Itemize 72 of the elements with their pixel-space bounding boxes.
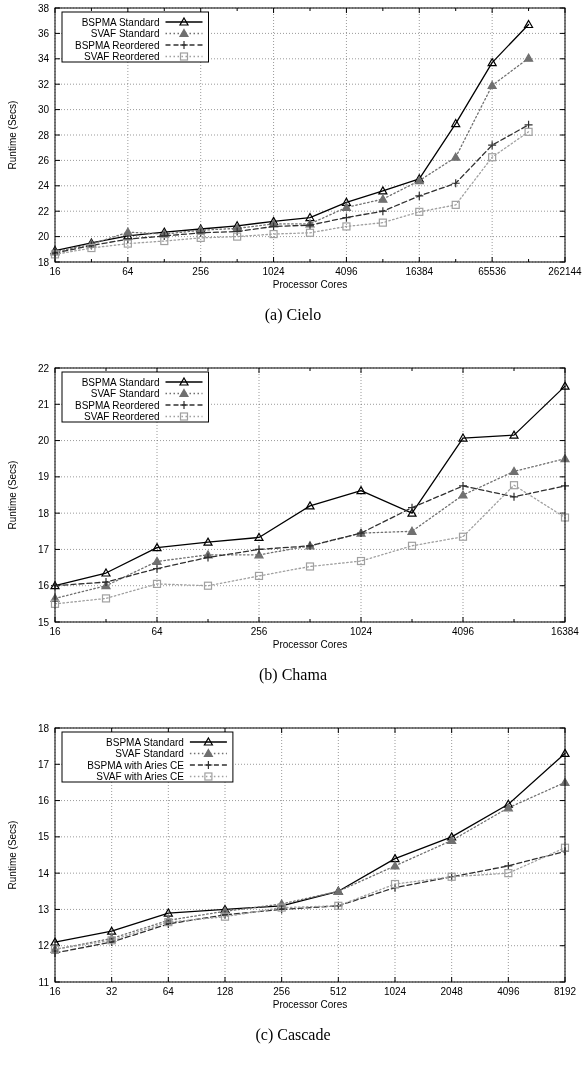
x-tick-label: 64 [162, 986, 175, 997]
y-axis-title: Runtime (Secs) [7, 460, 18, 530]
y-tick-label: 21 [37, 398, 50, 410]
x-tick-label: 16 [49, 626, 61, 637]
legend-label: BSPMA Reordered [75, 399, 160, 411]
x-tick-label: 2048 [440, 986, 464, 997]
x-tick-label: 16384 [405, 266, 434, 277]
legend-label: SVAF Standard [90, 28, 160, 39]
x-tick-label: 512 [329, 986, 348, 997]
y-tick-label: 14 [37, 867, 50, 879]
y-tick-label: 16 [37, 580, 50, 592]
x-tick-label: 128 [216, 986, 234, 997]
x-tick-label: 65536 [478, 266, 507, 277]
y-tick-label: 32 [37, 78, 50, 90]
legend-label: SVAF Reordered [84, 411, 160, 422]
y-tick-label: 16 [37, 795, 50, 807]
y-tick-label: 18 [37, 256, 50, 268]
y-axis-title: Runtime (Secs) [7, 820, 18, 890]
x-tick-label: 1024 [262, 266, 286, 277]
x-tick-label: 256 [192, 266, 210, 277]
x-tick-label: 4096 [451, 626, 475, 637]
y-tick-label: 36 [37, 27, 50, 39]
legend-label: SVAF Reordered [84, 51, 160, 62]
x-tick-label: 256 [273, 986, 291, 997]
y-tick-label: 20 [37, 435, 50, 447]
y-tick-label: 17 [37, 758, 50, 770]
legend-label: BSPMA Reordered [75, 39, 160, 51]
legend-label: BSPMA Standard [81, 376, 160, 388]
x-axis-title: Processor Cores [272, 999, 348, 1010]
x-tick-label: 16384 [551, 626, 580, 637]
y-tick-label: 26 [37, 154, 50, 166]
y-tick-label: 22 [37, 205, 50, 217]
legend-label: BSPMA Standard [81, 16, 160, 28]
y-axis-title: Runtime (Secs) [7, 100, 18, 170]
x-tick-label: 64 [122, 266, 134, 277]
y-tick-label: 12 [37, 940, 50, 952]
legend-label: SVAF Standard [115, 748, 184, 759]
x-tick-label: 262144 [548, 266, 583, 277]
x-tick-label: 4096 [335, 266, 358, 277]
x-tick-label: 4096 [497, 986, 520, 997]
y-tick-label: 22 [37, 362, 50, 374]
x-axis-title: Processor Cores [272, 639, 348, 650]
y-tick-label: 18 [37, 507, 50, 519]
x-tick-label: 16 [49, 266, 61, 277]
y-tick-label: 28 [37, 129, 50, 141]
x-tick-label: 256 [250, 626, 268, 637]
text: (b) Chama [259, 666, 327, 684]
x-tick-label: 1024 [349, 626, 373, 637]
y-tick-label: 11 [38, 976, 50, 988]
x-tick-label: 8192 [553, 986, 577, 997]
y-tick-label: 19 [37, 471, 50, 483]
y-tick-label: 38 [37, 2, 50, 14]
x-tick-label: 32 [106, 986, 118, 997]
y-tick-label: 18 [37, 722, 50, 734]
y-tick-label: 34 [37, 53, 50, 65]
y-tick-label: 20 [37, 231, 50, 243]
x-tick-label: 64 [151, 626, 163, 637]
y-tick-label: 15 [37, 616, 50, 628]
x-tick-label: 16 [49, 986, 61, 997]
y-tick-label: 30 [37, 104, 50, 116]
y-tick-label: 24 [37, 180, 50, 192]
legend-label: SVAF with Aries CE [96, 771, 185, 782]
x-axis-title: Processor Cores [272, 279, 348, 290]
text: (a) Cielo [264, 306, 322, 324]
y-tick-label: 13 [37, 903, 50, 915]
legend-label: BSPMA with Aries CE [87, 759, 185, 771]
legend-label: BSPMA Standard [106, 736, 184, 748]
y-tick-label: 17 [37, 543, 50, 555]
x-tick-label: 1024 [383, 986, 407, 997]
y-tick-label: 15 [37, 831, 50, 843]
text: (c) Cascade [255, 1026, 331, 1044]
legend-label: SVAF Standard [90, 388, 160, 399]
